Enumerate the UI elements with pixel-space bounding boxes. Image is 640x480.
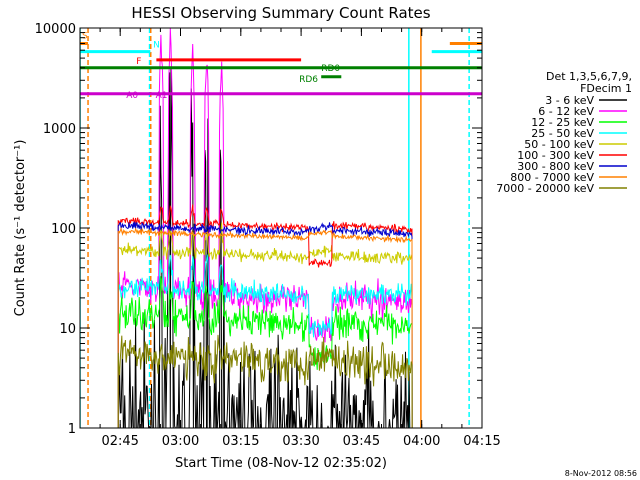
series-line	[117, 222, 413, 428]
series-line	[117, 67, 413, 428]
x-tick-label: 03:30	[282, 434, 319, 449]
y-axis-label: Count Rate (s⁻¹ detector⁻¹)	[13, 140, 28, 317]
x-tick-label: 03:00	[162, 434, 199, 449]
flag-label: RD6	[299, 75, 318, 85]
flag-label: S	[82, 31, 88, 41]
series-line	[117, 254, 413, 428]
y-tick-label: 1	[68, 422, 76, 437]
legend-header: Det 1,3,5,6,7,9,	[546, 70, 632, 83]
legend-label: 12 - 25 keV	[531, 116, 594, 129]
date-stamp: 8-Nov-2012 08:56	[565, 469, 637, 478]
series-line	[117, 226, 413, 428]
x-tick-label: 04:15	[463, 434, 500, 449]
series-line	[117, 334, 413, 428]
legend-label: 100 - 300 keV	[517, 149, 594, 162]
legend-label: 300 - 800 keV	[517, 160, 594, 173]
y-tick-label: 10	[59, 322, 76, 337]
y-tick-label: 1000	[43, 122, 76, 137]
legend-label: 3 - 6 keV	[545, 94, 594, 107]
flag-label: RD0	[321, 64, 340, 74]
x-tick-label: 02:45	[101, 434, 138, 449]
legend-label: 7000 - 20000 keV	[496, 182, 594, 195]
x-tick-label: 03:15	[222, 434, 259, 449]
series-layer	[117, 28, 413, 428]
y-tick-label: 10000	[35, 22, 76, 37]
y-tick-label: 100	[51, 222, 76, 237]
x-tick-label: 04:00	[403, 434, 440, 449]
series-line	[117, 221, 413, 428]
flag-label: A0	[126, 91, 138, 101]
flag-label: F	[136, 57, 141, 67]
axes: 02:45 03:00 03:15 03:30 03:45 04:00 04:15 1 10 10…	[35, 22, 501, 449]
flag-label: N	[153, 41, 160, 51]
series-line	[117, 204, 413, 428]
legend-header: FDecim 1	[580, 82, 632, 95]
legend-label: 25 - 50 keV	[531, 127, 594, 140]
legend-label: 800 - 7000 keV	[510, 171, 594, 184]
x-tick-label: 03:45	[343, 434, 380, 449]
legend-label: 50 - 100 keV	[524, 138, 594, 151]
x-axis-label: Start Time (08-Nov-12 02:35:02)	[175, 456, 387, 471]
legend-label: 6 - 12 keV	[538, 105, 594, 118]
series-line	[117, 276, 413, 428]
flag-label: A1	[156, 91, 168, 101]
chart-title: HESSI Observing Summary Count Rates	[131, 4, 430, 22]
